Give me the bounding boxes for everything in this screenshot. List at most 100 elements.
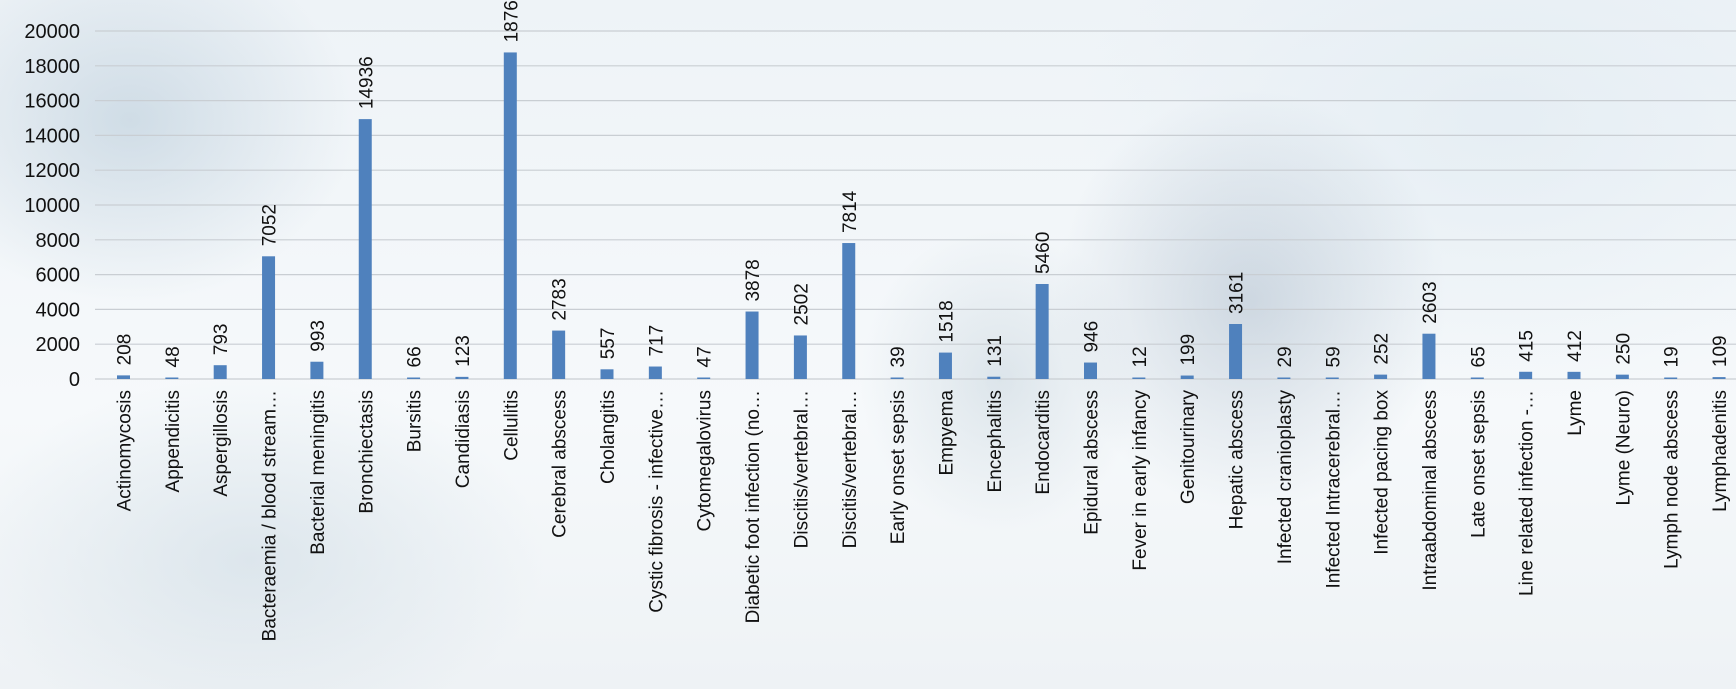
data-label: 39	[888, 346, 909, 367]
category-label: Cystic fibrosis - infective…	[646, 390, 667, 613]
category-label: Diabetic foot infection (no…	[743, 390, 764, 623]
category-label: Cellulitis	[501, 390, 522, 461]
data-label: 250	[1613, 333, 1634, 365]
category-label: Aspergillosis	[211, 390, 232, 497]
data-label: 59	[1323, 346, 1344, 367]
bar	[552, 330, 566, 379]
category-label: Intraabdominal abscess	[1420, 390, 1441, 591]
bar	[455, 376, 469, 379]
category-label: Infected cranioplasty	[1275, 390, 1296, 565]
bar	[745, 311, 759, 379]
category-label: Line related infection -…	[1517, 390, 1538, 596]
category-label: Appendicitis	[163, 390, 184, 492]
data-label: 131	[985, 335, 1006, 367]
category-label: Empyema	[936, 390, 957, 476]
data-label: 2603	[1420, 281, 1441, 323]
y-tick-label: 18000	[24, 56, 80, 78]
bar	[1615, 374, 1629, 379]
data-label: 29	[1275, 346, 1296, 367]
bar	[165, 377, 179, 379]
y-axis-tick-labels: 0 2000 4000 6000 8000 10000 12000 14000 16000 180…	[24, 21, 80, 391]
data-label: 717	[646, 325, 667, 357]
data-label: 109	[1710, 335, 1731, 367]
category-label: Discitis/vertebral…	[840, 390, 861, 548]
data-label: 5460	[1033, 232, 1054, 274]
y-tick-label: 8000	[36, 230, 81, 252]
bar	[890, 377, 904, 379]
bar	[1422, 333, 1436, 379]
category-label: Lymphadenitis	[1710, 390, 1731, 512]
bar	[310, 361, 324, 379]
data-label: 946	[1082, 321, 1103, 353]
data-label: 7052	[260, 204, 281, 246]
data-label: 557	[598, 328, 619, 360]
bar	[1277, 377, 1291, 379]
y-tick-label: 16000	[24, 91, 80, 113]
bar	[1035, 283, 1049, 379]
category-label: Infected pacing box	[1372, 390, 1393, 555]
data-label: 3161	[1227, 272, 1248, 314]
bar	[1229, 323, 1243, 379]
data-label: 12	[1130, 346, 1151, 367]
category-label: Candidiasis	[453, 390, 474, 488]
data-label: 47	[695, 346, 716, 367]
category-label: Lymph node abscess	[1662, 390, 1683, 569]
y-tick-label: 6000	[36, 265, 81, 287]
y-tick-label: 0	[69, 369, 80, 391]
data-label: 18768	[501, 0, 522, 42]
bar	[117, 375, 130, 379]
data-label: 412	[1565, 330, 1586, 362]
category-label: Bronchiectasis	[356, 390, 377, 514]
bar	[1180, 375, 1194, 379]
category-label: Fever in early infancy	[1130, 390, 1151, 571]
bar	[1567, 371, 1581, 379]
data-label: 1518	[936, 300, 957, 342]
y-tick-label: 12000	[24, 160, 80, 182]
gridlines	[95, 30, 1736, 380]
category-label: Late onset sepsis	[1468, 390, 1489, 538]
data-label: 65	[1468, 346, 1489, 367]
category-label: Hepatic abscess	[1227, 390, 1248, 529]
bar	[358, 119, 372, 380]
data-label: 7814	[840, 190, 861, 233]
data-label: 14936	[356, 56, 377, 109]
bar	[1325, 377, 1339, 379]
data-label: 2783	[550, 278, 571, 320]
y-tick-label: 2000	[36, 334, 81, 356]
bar	[1664, 377, 1678, 379]
bar	[648, 366, 662, 379]
category-label: Bursitis	[405, 390, 426, 452]
bar	[842, 243, 856, 379]
y-tick-label: 20000	[24, 21, 80, 43]
y-tick-label: 14000	[24, 125, 80, 147]
category-label: Epidural abscess	[1082, 390, 1103, 535]
category-label: Early onset sepsis	[888, 390, 909, 544]
data-labels: 208 48 793 7052 993 14936 66 123 18768 2783 557 717…	[115, 0, 1732, 368]
data-label: 19	[1662, 346, 1683, 367]
bar	[600, 369, 614, 379]
data-label: 793	[211, 323, 232, 355]
category-label: Lyme	[1565, 390, 1586, 436]
bar	[407, 377, 421, 379]
category-label: Infected Intracerebral…	[1323, 390, 1344, 589]
bar	[1374, 374, 1388, 379]
category-labels: Actinomycosis Appendicitis Aspergillosis Ba…	[115, 390, 1732, 642]
data-label: 252	[1372, 333, 1393, 365]
category-label: Discitis/vertebral…	[791, 390, 812, 548]
bar	[1084, 362, 1097, 379]
bar	[1519, 371, 1533, 379]
bar	[697, 377, 711, 379]
data-label: 66	[405, 346, 426, 367]
category-label: Cytomegalovirus	[695, 390, 716, 532]
y-tick-label: 10000	[24, 195, 80, 217]
data-label: 993	[308, 320, 329, 352]
category-label: Genitourinary	[1178, 390, 1199, 505]
data-label: 199	[1178, 334, 1199, 366]
category-label: Actinomycosis	[115, 390, 136, 511]
data-label: 3878	[743, 259, 764, 301]
category-label: Cerebral abscess	[550, 390, 571, 538]
data-label: 208	[115, 334, 136, 366]
category-label: Cholangitis	[598, 390, 619, 484]
